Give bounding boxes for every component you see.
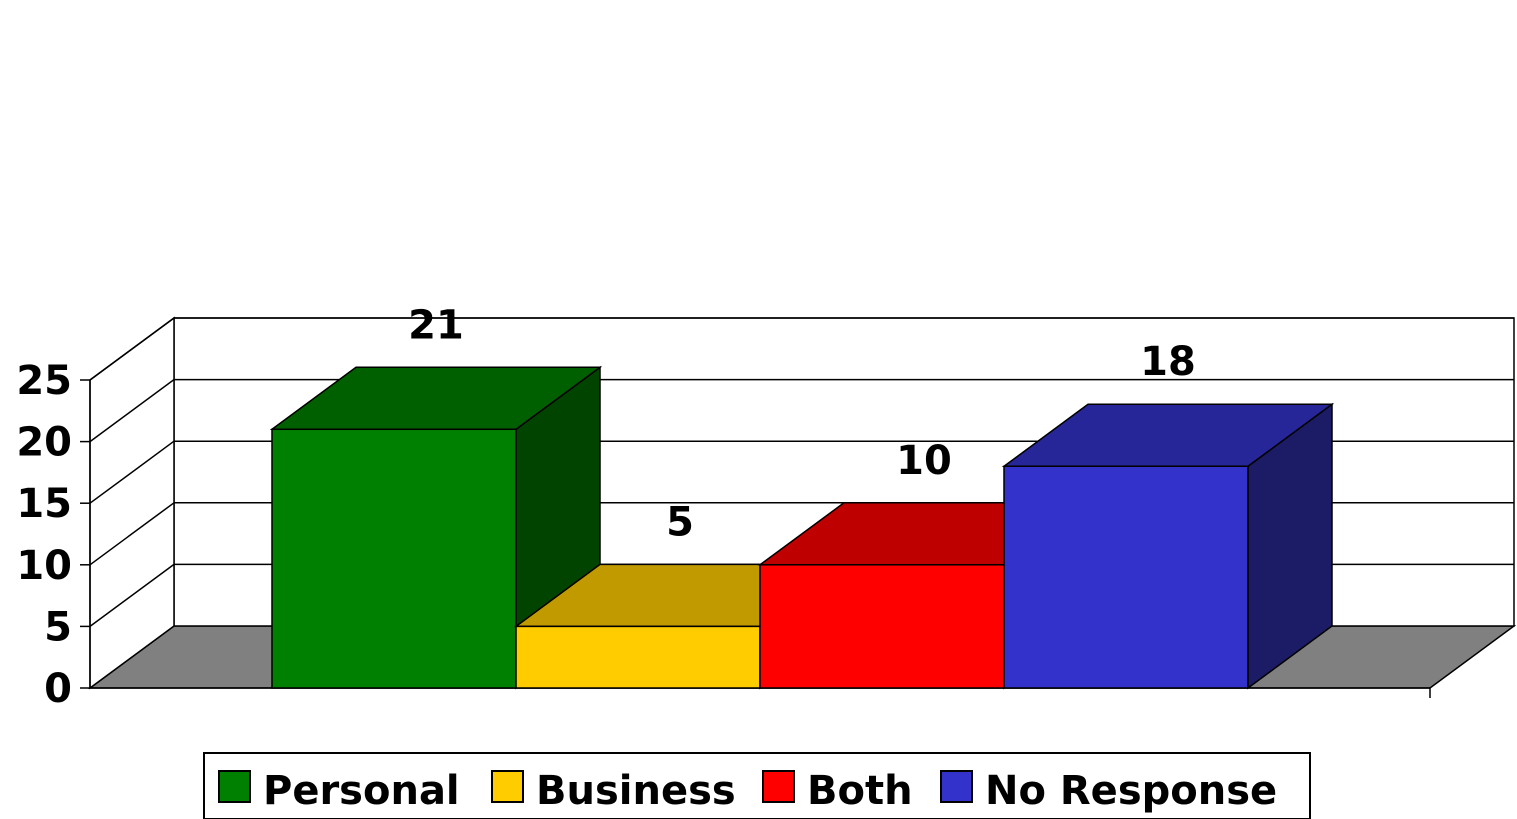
legend-swatch-both bbox=[762, 770, 795, 803]
data-label-personal: 21 bbox=[408, 302, 464, 348]
y-tick-label: 15 bbox=[16, 481, 72, 527]
legend-label-personal: Personal bbox=[263, 768, 460, 814]
legend: Personal Business Both No Response bbox=[203, 752, 1311, 819]
legend-box bbox=[203, 752, 1311, 819]
data-label-both: 10 bbox=[896, 438, 952, 484]
gridline-diagonal bbox=[89, 563, 175, 628]
legend-swatch-business bbox=[491, 770, 524, 803]
legend-label-business: Business bbox=[536, 768, 736, 814]
y-tick-label: 0 bbox=[44, 666, 72, 712]
data-labels: 21 5 10 18 bbox=[408, 302, 1196, 545]
bar-front-personal bbox=[271, 428, 517, 689]
legend-label-no-response: No Response bbox=[985, 768, 1277, 814]
bar-front-no-response bbox=[1003, 465, 1249, 689]
data-label-no-response: 18 bbox=[1140, 339, 1196, 385]
y-tick-label: 10 bbox=[16, 543, 72, 589]
legend-label-both: Both bbox=[807, 768, 913, 814]
y-tick-label: 5 bbox=[44, 604, 72, 650]
gridline-diagonal bbox=[89, 440, 175, 504]
gridline-diagonal bbox=[89, 317, 175, 381]
bars bbox=[269, 365, 1335, 690]
data-label-business: 5 bbox=[666, 499, 694, 545]
y-tick-label: 25 bbox=[16, 358, 72, 404]
bar-front-business bbox=[515, 625, 761, 689]
legend-swatch-no-response bbox=[940, 770, 973, 803]
legend-swatch-personal bbox=[218, 770, 251, 803]
bar-front-both bbox=[759, 564, 1005, 689]
bar-no-response bbox=[1001, 402, 1335, 690]
gridline-diagonal bbox=[89, 378, 175, 443]
y-tick-label: 20 bbox=[16, 420, 72, 466]
side-wall bbox=[89, 316, 175, 690]
gridline-diagonal bbox=[89, 502, 175, 566]
